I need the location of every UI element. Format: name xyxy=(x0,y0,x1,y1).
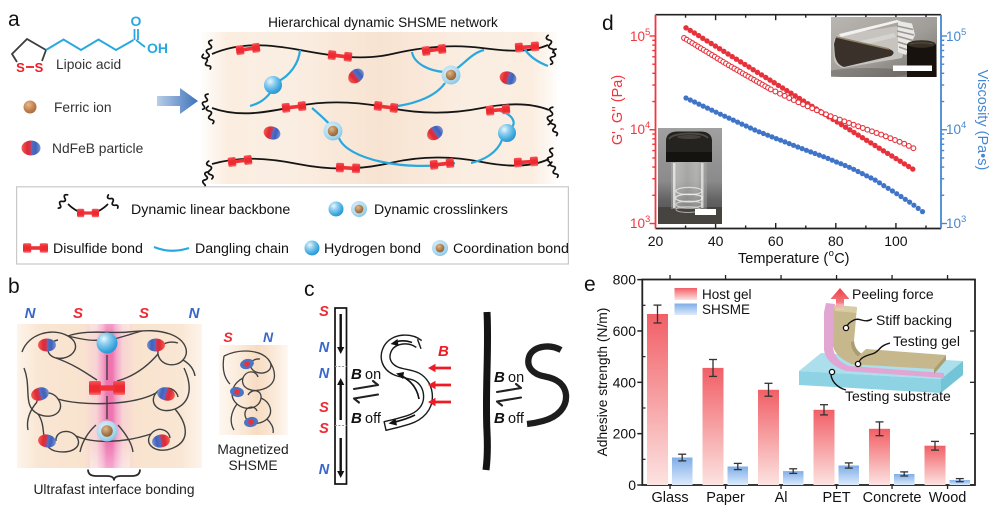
svg-text:400: 400 xyxy=(613,374,637,390)
svg-text:4: 4 xyxy=(961,120,966,131)
svg-text:NdFeB particle: NdFeB particle xyxy=(52,141,144,156)
svg-text:S: S xyxy=(319,421,329,437)
svg-text:S: S xyxy=(35,60,44,75)
svg-text:Testing substrate: Testing substrate xyxy=(845,388,951,404)
svg-text:on: on xyxy=(508,370,524,386)
svg-text:Concrete: Concrete xyxy=(863,490,922,506)
svg-text:Wood: Wood xyxy=(929,490,967,506)
svg-text:Peeling force: Peeling force xyxy=(852,286,934,302)
svg-text:C): C) xyxy=(834,251,849,267)
svg-text:100: 100 xyxy=(884,233,908,249)
svg-text:10: 10 xyxy=(946,29,961,44)
svg-text:d: d xyxy=(602,12,614,35)
svg-text:Temperature (: Temperature ( xyxy=(738,251,828,267)
svg-text:O: O xyxy=(131,13,142,29)
svg-text:on: on xyxy=(365,367,381,383)
svg-text:10: 10 xyxy=(630,216,645,231)
svg-text:S: S xyxy=(73,305,83,322)
svg-text:Ferric ion: Ferric ion xyxy=(54,100,112,115)
svg-text:10: 10 xyxy=(946,216,961,231)
svg-text:Dangling chain: Dangling chain xyxy=(195,241,289,257)
svg-text:Disulfide bond: Disulfide bond xyxy=(53,241,143,257)
svg-text:o: o xyxy=(829,248,834,259)
svg-text:Adhesive strength (N/m): Adhesive strength (N/m) xyxy=(595,308,610,457)
svg-text:off: off xyxy=(508,411,525,427)
svg-text:40: 40 xyxy=(708,233,724,249)
svg-text:SHSME: SHSME xyxy=(228,458,277,473)
svg-text:5: 5 xyxy=(961,27,966,38)
svg-text:Coordination bond: Coordination bond xyxy=(453,241,569,257)
svg-text:Stiff backing: Stiff backing xyxy=(876,312,952,328)
svg-text:N: N xyxy=(25,305,37,322)
svg-text:10: 10 xyxy=(630,122,645,137)
svg-text:N: N xyxy=(319,340,330,356)
svg-text:B: B xyxy=(494,369,505,386)
svg-text:off: off xyxy=(365,411,382,427)
svg-text:B: B xyxy=(494,410,505,427)
svg-text:3: 3 xyxy=(645,214,650,225)
svg-text:600: 600 xyxy=(613,323,637,339)
svg-text:OH: OH xyxy=(147,40,168,56)
svg-text:Host gel: Host gel xyxy=(702,287,752,302)
svg-text:N: N xyxy=(319,462,330,478)
svg-text:Ultrafast interface bonding: Ultrafast interface bonding xyxy=(33,482,194,497)
svg-text:Lipoic acid: Lipoic acid xyxy=(56,57,121,72)
svg-text:0: 0 xyxy=(628,477,636,493)
svg-text:Hydrogen bond: Hydrogen bond xyxy=(324,241,421,257)
svg-text:N: N xyxy=(319,366,330,382)
svg-text:S: S xyxy=(139,305,149,322)
svg-text:Paper: Paper xyxy=(706,490,745,506)
svg-text:800: 800 xyxy=(613,272,637,288)
svg-text:N: N xyxy=(263,329,274,345)
svg-text:Hierarchical dynamic SHSME net: Hierarchical dynamic SHSME network xyxy=(268,15,498,30)
svg-text:b: b xyxy=(8,275,20,298)
svg-text:200: 200 xyxy=(613,426,637,442)
svg-text:S: S xyxy=(223,329,233,345)
svg-text:G', G'' (Pa): G', G'' (Pa) xyxy=(610,75,626,145)
svg-text:B: B xyxy=(438,343,449,360)
svg-text:B: B xyxy=(351,366,362,383)
svg-text:e: e xyxy=(584,273,596,296)
svg-text:B: B xyxy=(351,410,362,427)
svg-text:S: S xyxy=(16,60,25,75)
svg-text:Dynamic linear backbone: Dynamic linear backbone xyxy=(131,202,290,218)
svg-text:10: 10 xyxy=(630,29,645,44)
svg-text:3: 3 xyxy=(961,214,966,225)
svg-text:Glass: Glass xyxy=(652,490,689,506)
svg-text:c: c xyxy=(304,278,315,301)
svg-text:60: 60 xyxy=(768,233,784,249)
svg-text:Viscosity (Pa•s): Viscosity (Pa•s) xyxy=(974,70,990,171)
svg-text:10: 10 xyxy=(946,122,961,137)
svg-text:Al: Al xyxy=(775,490,788,506)
svg-text:5: 5 xyxy=(645,27,650,38)
svg-text:20: 20 xyxy=(648,233,664,249)
svg-text:SHSME: SHSME xyxy=(702,302,750,317)
svg-text:S: S xyxy=(319,304,329,320)
svg-text:Magnetized: Magnetized xyxy=(217,442,288,457)
svg-text:S: S xyxy=(319,400,329,416)
svg-text:4: 4 xyxy=(645,120,650,131)
svg-text:a: a xyxy=(8,8,20,31)
svg-text:Testing gel: Testing gel xyxy=(893,333,960,349)
svg-text:Dynamic crosslinkers: Dynamic crosslinkers xyxy=(374,202,508,218)
svg-text:PET: PET xyxy=(822,490,850,506)
svg-text:N: N xyxy=(189,305,201,322)
svg-text:80: 80 xyxy=(828,233,844,249)
